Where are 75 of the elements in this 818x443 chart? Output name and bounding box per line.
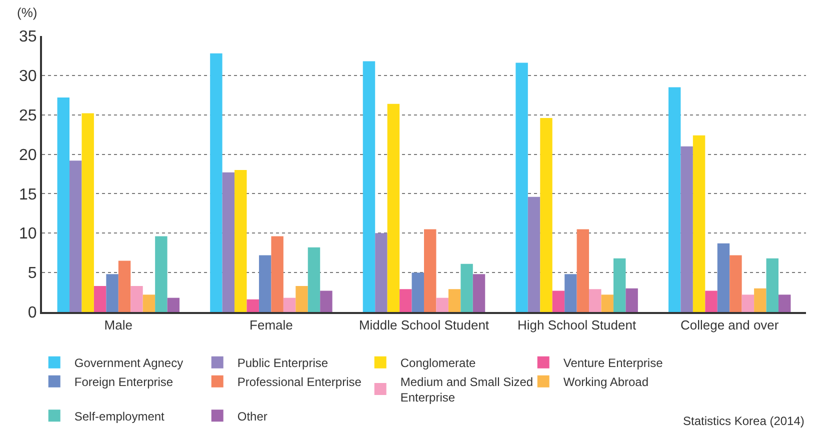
bar [320, 290, 332, 312]
bar [730, 255, 742, 312]
legend-label: Working Abroad [563, 375, 649, 390]
bar [680, 146, 693, 312]
bar [613, 258, 626, 312]
bar [70, 160, 82, 312]
bar [283, 298, 296, 312]
bar [142, 294, 156, 312]
bar [118, 260, 131, 312]
legend-label: Public Enterprise [237, 356, 328, 370]
text: Statistics Korea (2014) [683, 414, 804, 428]
x-tick-label: Male [104, 318, 132, 333]
bar [258, 255, 272, 312]
y-tick-label: 25 [19, 107, 37, 124]
y-tick-label: 0 [28, 304, 37, 322]
bar [516, 62, 528, 312]
y-tick-label: 20 [19, 146, 37, 164]
y-tick-label: 35 [19, 28, 37, 46]
x-tick-label: High School Student [518, 318, 636, 333]
x-tick-label: Middle School Student [358, 318, 490, 333]
bar [82, 113, 94, 312]
bar [692, 135, 706, 312]
bar [460, 264, 473, 312]
bar [552, 290, 565, 312]
bar [375, 233, 388, 312]
legend-label: Professional Enterprise [237, 375, 362, 390]
bar [57, 98, 70, 312]
x-tick-label: College and over [680, 318, 780, 333]
bar [564, 274, 577, 312]
bar [576, 229, 590, 312]
bar [234, 170, 247, 312]
bar [754, 288, 766, 312]
bar [717, 243, 730, 312]
bar [778, 294, 791, 312]
bar [296, 286, 308, 312]
y-tick-label: 5 [28, 265, 37, 282]
y-tick-label: 15 [19, 186, 37, 204]
bar [155, 236, 168, 312]
bar [626, 288, 638, 312]
x-tick-label: Female [250, 318, 293, 333]
bar [246, 299, 259, 312]
bar [705, 290, 718, 312]
bar [362, 61, 376, 312]
bar [601, 294, 614, 312]
bar [528, 196, 540, 312]
bar [400, 289, 412, 312]
bar [448, 289, 461, 312]
y-axis-title: (%) [17, 5, 38, 20]
y-tick-label: 10 [19, 226, 37, 243]
bar [271, 236, 284, 312]
legend-label: Foreign Enterprise [74, 375, 174, 390]
bar [210, 53, 222, 312]
legend-label: Medium and Small Sized Enterprise [400, 374, 534, 404]
bar [436, 298, 448, 312]
legend-label: Government Agnecy [74, 356, 184, 370]
bar [167, 298, 180, 312]
bar [668, 87, 681, 312]
y-tick-label: 30 [19, 68, 37, 86]
bar [766, 258, 778, 312]
bar [589, 289, 602, 312]
legend-label: Self-employment [74, 409, 166, 424]
legend-label: Other [237, 409, 268, 424]
legend-label: Venture Enterprise [563, 356, 664, 370]
bar [308, 247, 320, 312]
bar [106, 274, 118, 312]
bar [472, 274, 486, 312]
bar [424, 229, 436, 312]
bar [412, 272, 424, 312]
bar [540, 118, 552, 312]
bar [222, 172, 235, 312]
bar [387, 104, 400, 312]
bar [130, 286, 143, 312]
bar [742, 294, 754, 312]
legend-label: Conglomerate [400, 356, 476, 370]
bar [94, 286, 106, 312]
